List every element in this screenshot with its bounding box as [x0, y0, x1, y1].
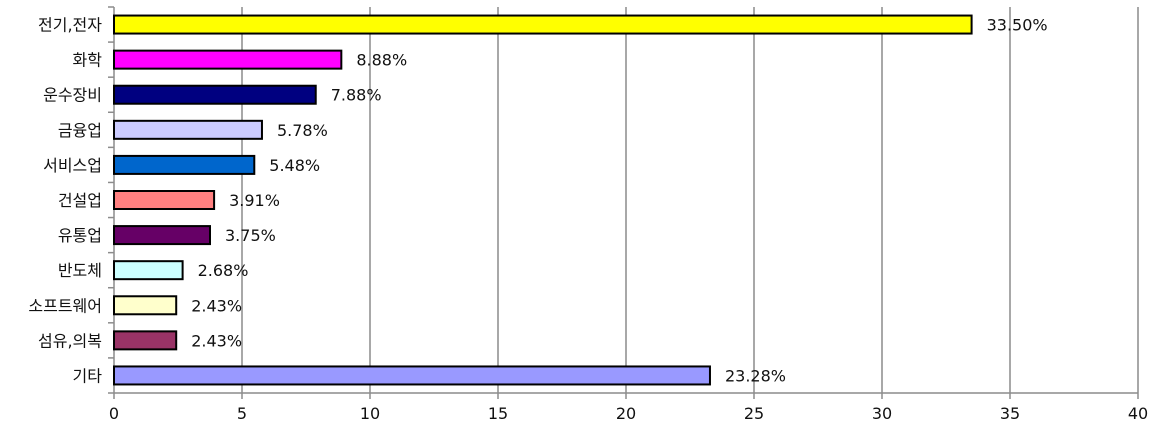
bar: [113, 119, 263, 140]
x-tick-label: 10: [360, 404, 380, 423]
category-label: 반도체: [58, 261, 102, 280]
bar: [113, 225, 211, 246]
bar: [113, 330, 178, 351]
data-label: 3.75%: [225, 226, 276, 245]
data-label: 2.43%: [191, 296, 242, 315]
x-tick-label: 20: [616, 404, 636, 423]
x-tick-label: 40: [1128, 404, 1148, 423]
data-label: 2.43%: [191, 331, 242, 350]
category-label: 서비스업: [43, 156, 102, 175]
data-label: 5.78%: [277, 121, 328, 140]
category-label: 금융업: [58, 121, 102, 140]
data-label: 5.48%: [269, 156, 320, 175]
bar: [113, 14, 973, 35]
x-tick-label: 5: [237, 404, 247, 423]
x-tick-label: 0: [109, 404, 119, 423]
data-label: 8.88%: [356, 51, 407, 70]
x-tick-label: 15: [488, 404, 508, 423]
category-label: 화학: [73, 51, 103, 70]
category-label: 섬유,의복: [38, 331, 102, 350]
category-label: 소프트웨어: [28, 296, 102, 315]
x-tick-label: 25: [744, 404, 764, 423]
data-label: 3.91%: [229, 191, 280, 210]
x-tick-label: 35: [1000, 404, 1020, 423]
category-label: 전기,전자: [38, 16, 102, 35]
bars: [113, 14, 973, 386]
category-label: 유통업: [58, 226, 102, 245]
bar: [113, 365, 711, 386]
bar: [113, 190, 216, 210]
data-label: 33.50%: [987, 16, 1048, 35]
x-tick-label: 30: [872, 404, 892, 423]
data-label: 7.88%: [331, 86, 382, 105]
bar: [113, 295, 178, 316]
bar: [113, 154, 256, 175]
bar: [113, 49, 343, 70]
data-label: 2.68%: [198, 261, 249, 280]
bar: [113, 84, 317, 105]
bar: [113, 260, 184, 281]
category-label: 건설업: [58, 191, 102, 210]
gridlines: [241, 7, 1139, 393]
category-label: 기타: [73, 366, 103, 385]
labels: 0 5 10 15 20 25 30 35 40 전기,전자 33.50% 화학 8.88% 운수장비 7.…: [28, 16, 1148, 423]
category-label: 운수장비: [43, 86, 102, 105]
data-label: 23.28%: [725, 366, 786, 385]
